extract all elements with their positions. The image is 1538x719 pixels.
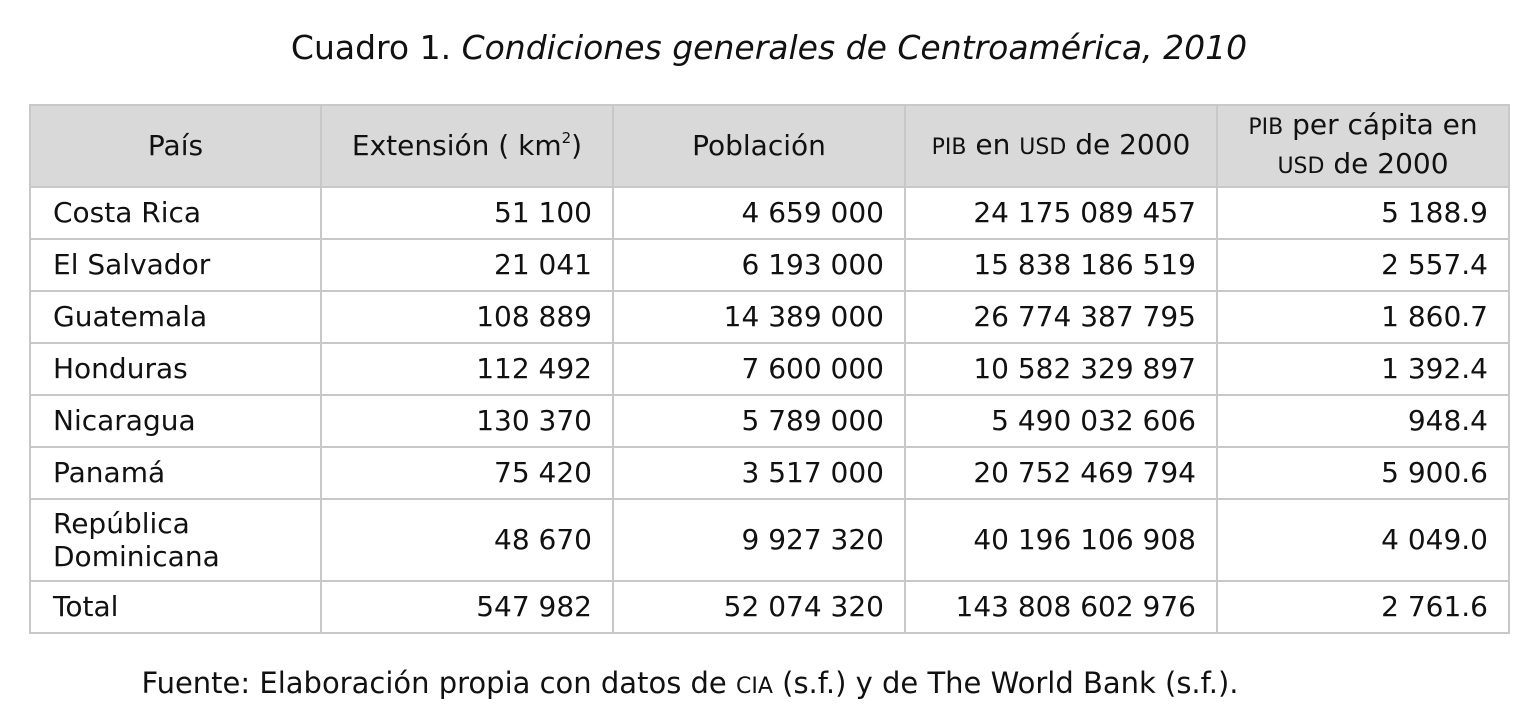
table-row: Panamá 75 420 3 517 000 20 752 469 794 5…: [29, 446, 1510, 500]
cell-country: República Dominicana: [29, 498, 322, 582]
cell-population: 3 517 000: [612, 446, 906, 500]
cell-area: 547 982: [320, 580, 614, 634]
table-caption: Cuadro 1. Condiciones generales de Centr…: [0, 26, 1538, 70]
cell-gdp: 26 774 387 795: [904, 290, 1218, 344]
header-area-close: ): [571, 129, 583, 162]
cell-country: Panamá: [29, 446, 322, 500]
cell-gdp-per-capita: 2 761.6: [1216, 580, 1510, 634]
header-country: País: [29, 104, 322, 188]
cell-population: 6 193 000: [612, 238, 906, 292]
cell-area: 48 670: [320, 498, 614, 582]
cell-population: 5 789 000: [612, 394, 906, 448]
cell-country: El Salvador: [29, 238, 322, 292]
cell-population: 4 659 000: [612, 186, 906, 240]
total-row: Total 547 982 52 074 320 143 808 602 976…: [29, 580, 1510, 634]
table-row: Honduras 112 492 7 600 000 10 582 329 89…: [29, 342, 1510, 396]
header-gdp-usd: USD: [1019, 134, 1067, 160]
header-gdp: PIB en USD de 2000: [904, 104, 1218, 188]
cell-gdp: 5 490 032 606: [904, 394, 1218, 448]
cell-area: 75 420: [320, 446, 614, 500]
caption-title: Condiciones generales de Centroamérica, …: [461, 28, 1248, 67]
cell-area: 21 041: [320, 238, 614, 292]
header-gdp-per-capita: PIB per cápita en USD de 2000: [1216, 104, 1510, 188]
cell-gdp: 143 808 602 976: [904, 580, 1218, 634]
header-gdppc-mid: per cápita en: [1292, 108, 1478, 141]
cell-country: Guatemala: [29, 290, 322, 344]
header-gdppc-post: de 2000: [1333, 147, 1449, 180]
cell-area: 112 492: [320, 342, 614, 396]
source-text: Fuente: Elaboración propia con datos de: [141, 666, 727, 700]
cell-population: 52 074 320: [612, 580, 906, 634]
cell-gdp-per-capita: 5 900.6: [1216, 446, 1510, 500]
table-row: República Dominicana 48 670 9 927 320 40…: [29, 498, 1510, 582]
cell-gdp: 15 838 186 519: [904, 238, 1218, 292]
cell-gdp-per-capita: 4 049.0: [1216, 498, 1510, 582]
cell-gdp: 10 582 329 897: [904, 342, 1218, 396]
data-table: País Extensión ( km2) Población PIB en U…: [29, 104, 1510, 634]
header-gdp-post: de 2000: [1075, 127, 1191, 161]
header-area-text: Extensión ( km: [351, 129, 562, 162]
cell-population: 7 600 000: [612, 342, 906, 396]
cell-gdp-per-capita: 2 557.4: [1216, 238, 1510, 292]
source-note: Fuente: Elaboración propia con datos de …: [0, 663, 1380, 707]
cell-gdp-per-capita: 948.4: [1216, 394, 1510, 448]
cell-gdp: 24 175 089 457: [904, 186, 1218, 240]
cell-country: Honduras: [29, 342, 322, 396]
cell-gdp-per-capita: 1 392.4: [1216, 342, 1510, 396]
table-row: Nicaragua 130 370 5 789 000 5 490 032 60…: [29, 394, 1510, 448]
cell-gdp-per-capita: 5 188.9: [1216, 186, 1510, 240]
cell-population: 9 927 320: [612, 498, 906, 582]
cell-country: Nicaragua: [29, 394, 322, 448]
cell-gdp-per-capita: 1 860.7: [1216, 290, 1510, 344]
cell-gdp: 20 752 469 794: [904, 446, 1218, 500]
header-population: Población: [612, 104, 906, 188]
cell-area: 51 100: [320, 186, 614, 240]
header-gdp-mid: en: [975, 127, 1011, 161]
source-text-end: (s.f.) y de The World Bank (s.f.).: [782, 666, 1239, 700]
table-row: Costa Rica 51 100 4 659 000 24 175 089 4…: [29, 186, 1510, 240]
table-row: Guatemala 108 889 14 389 000 26 774 387 …: [29, 290, 1510, 344]
header-area-superscript: 2: [561, 129, 572, 147]
cell-gdp: 40 196 106 908: [904, 498, 1218, 582]
header-gdppc-usd: USD: [1277, 154, 1325, 179]
header-gdp-pib: PIB: [931, 134, 967, 160]
cell-country: Costa Rica: [29, 186, 322, 240]
cell-area: 130 370: [320, 394, 614, 448]
cell-area: 108 889: [320, 290, 614, 344]
header-row: País Extensión ( km2) Población PIB en U…: [29, 104, 1510, 188]
header-gdppc-pib: PIB: [1248, 115, 1284, 140]
header-area: Extensión ( km2): [320, 104, 614, 188]
source-cia: CIA: [736, 674, 773, 699]
cell-population: 14 389 000: [612, 290, 906, 344]
table-row: El Salvador 21 041 6 193 000 15 838 186 …: [29, 238, 1510, 292]
cell-country: Total: [29, 580, 322, 634]
caption-label: Cuadro 1.: [290, 28, 452, 67]
